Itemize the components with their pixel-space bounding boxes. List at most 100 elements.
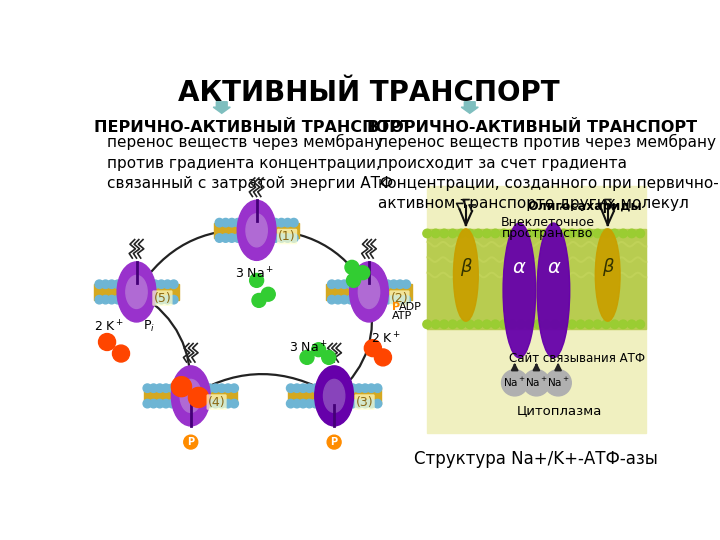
Circle shape [211, 400, 220, 408]
FancyArrow shape [462, 102, 478, 113]
Text: 3 Na$^+$: 3 Na$^+$ [235, 267, 274, 282]
Circle shape [189, 387, 209, 408]
Circle shape [246, 234, 255, 242]
Circle shape [193, 384, 201, 393]
Circle shape [327, 435, 341, 449]
Circle shape [619, 320, 627, 328]
Circle shape [258, 234, 267, 242]
Ellipse shape [595, 229, 620, 321]
Circle shape [324, 384, 332, 393]
Circle shape [551, 320, 559, 328]
Ellipse shape [315, 366, 354, 426]
Circle shape [551, 229, 559, 238]
Bar [427, 229, 647, 329]
Circle shape [230, 400, 238, 408]
Circle shape [423, 320, 431, 328]
Circle shape [180, 400, 189, 408]
Circle shape [356, 266, 370, 280]
Circle shape [330, 400, 338, 408]
Circle shape [352, 295, 361, 304]
Circle shape [300, 350, 314, 365]
Ellipse shape [454, 229, 478, 321]
Circle shape [168, 400, 176, 408]
Circle shape [221, 218, 230, 227]
Circle shape [361, 384, 369, 393]
Text: (1): (1) [279, 230, 296, 243]
Circle shape [355, 384, 363, 393]
Circle shape [402, 295, 410, 304]
Circle shape [299, 400, 307, 408]
Circle shape [230, 384, 238, 393]
Circle shape [234, 234, 243, 242]
Text: ADP: ADP [398, 302, 421, 312]
Circle shape [457, 320, 466, 328]
Circle shape [365, 280, 373, 288]
Circle shape [168, 384, 176, 393]
Circle shape [95, 295, 104, 304]
Circle shape [474, 320, 482, 328]
Circle shape [305, 384, 314, 393]
Circle shape [126, 280, 135, 288]
Circle shape [284, 218, 292, 227]
Circle shape [328, 295, 336, 304]
Text: АКТИВНЫЙ ТРАНСПОРТ: АКТИВНЫЙ ТРАНСПОРТ [178, 79, 560, 107]
Circle shape [287, 384, 295, 393]
Text: 3 Na$^+$: 3 Na$^+$ [289, 341, 328, 356]
Text: (4): (4) [208, 396, 225, 409]
Text: P$_i$: P$_i$ [143, 319, 155, 334]
Circle shape [199, 400, 207, 408]
Circle shape [559, 320, 568, 328]
Circle shape [265, 218, 274, 227]
Ellipse shape [503, 223, 536, 358]
Circle shape [500, 320, 508, 328]
Circle shape [162, 384, 170, 393]
Circle shape [250, 273, 264, 287]
Text: Структура Na+/K+-АТФ-азы: Структура Na+/K+-АТФ-азы [415, 450, 658, 468]
Circle shape [348, 400, 357, 408]
Text: 2 K$^+$: 2 K$^+$ [371, 331, 401, 347]
Circle shape [120, 280, 128, 288]
Circle shape [132, 295, 141, 304]
Circle shape [611, 320, 619, 328]
Circle shape [311, 400, 320, 408]
Circle shape [355, 400, 363, 408]
Circle shape [334, 295, 342, 304]
Circle shape [107, 295, 116, 304]
Circle shape [619, 229, 627, 238]
Circle shape [171, 377, 192, 397]
Circle shape [365, 295, 373, 304]
Circle shape [246, 218, 255, 227]
Circle shape [174, 384, 183, 393]
Circle shape [502, 370, 528, 396]
Circle shape [371, 295, 379, 304]
Circle shape [602, 229, 611, 238]
Circle shape [440, 320, 449, 328]
Circle shape [299, 384, 307, 393]
Ellipse shape [537, 223, 570, 358]
Circle shape [525, 320, 534, 328]
Circle shape [277, 234, 286, 242]
Text: Цитоплазма: Цитоплазма [517, 404, 603, 417]
Circle shape [215, 234, 224, 242]
Circle shape [517, 229, 525, 238]
Circle shape [324, 400, 332, 408]
Text: α: α [513, 258, 526, 277]
Circle shape [99, 334, 116, 350]
Circle shape [340, 295, 348, 304]
Circle shape [224, 384, 233, 393]
Circle shape [373, 400, 382, 408]
Circle shape [390, 280, 398, 288]
Circle shape [542, 320, 551, 328]
Circle shape [163, 295, 172, 304]
Circle shape [311, 384, 320, 393]
Text: P: P [187, 437, 194, 447]
Circle shape [336, 384, 345, 393]
Ellipse shape [171, 366, 210, 426]
Circle shape [211, 384, 220, 393]
Text: (2): (2) [391, 292, 408, 305]
Circle shape [289, 234, 298, 242]
Circle shape [342, 400, 351, 408]
Circle shape [271, 234, 279, 242]
Circle shape [156, 400, 164, 408]
Circle shape [253, 218, 261, 227]
